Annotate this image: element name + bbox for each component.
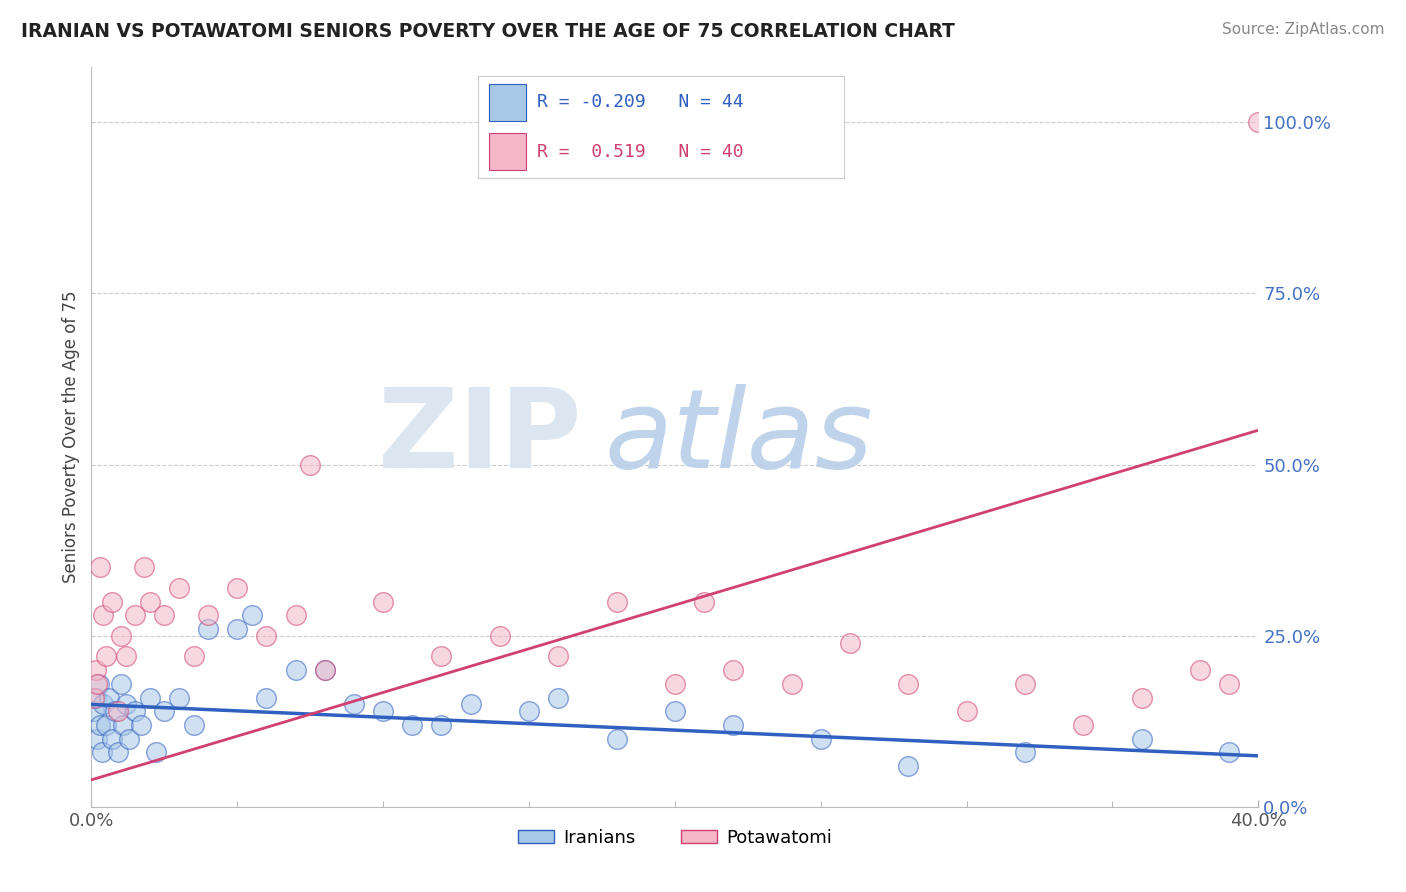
Point [489,629,512,643]
Point [256,690,278,705]
Text: ZIP: ZIP [378,384,582,491]
Y-axis label: Seniors Poverty Over the Age of 75: Seniors Poverty Over the Age of 75 [62,291,80,583]
Point [547,649,569,664]
Point [780,677,803,691]
Point [107,704,129,718]
Point [226,622,249,636]
Bar [489,133,526,170]
Legend: Iranians, Potawatomi: Iranians, Potawatomi [510,822,839,854]
Point [606,594,628,608]
Point [153,608,176,623]
Point [401,718,423,732]
Point [838,636,860,650]
Point [115,649,138,664]
Point [1247,114,1270,128]
Point [1130,690,1153,705]
Text: atlas: atlas [605,384,873,491]
Point [371,594,394,608]
Point [284,663,307,677]
Point [606,731,628,746]
Point [1014,677,1036,691]
Point [129,718,152,732]
Point [94,718,117,732]
Point [84,663,107,677]
Point [91,698,114,712]
Point [153,704,176,718]
Point [197,608,219,623]
Point [110,629,132,643]
Point [90,746,112,760]
Point [124,608,146,623]
Point [87,677,110,691]
Point [664,704,686,718]
Point [101,594,124,608]
Bar [489,84,526,121]
Point [897,677,920,691]
Point [183,718,205,732]
Point [112,718,135,732]
Point [314,663,336,677]
Point [256,629,278,643]
Point [132,560,155,574]
Point [104,704,127,718]
Point [897,759,920,773]
Point [89,718,111,732]
Point [89,560,111,574]
Point [94,649,117,664]
Point [97,690,120,705]
Point [299,458,322,472]
Point [86,677,108,691]
Point [167,581,190,595]
Point [1218,677,1240,691]
Point [547,690,569,705]
Point [226,581,249,595]
Point [723,718,745,732]
Point [284,608,307,623]
Point [810,731,832,746]
Point [107,746,129,760]
Point [138,690,162,705]
Text: R = -0.209   N = 44: R = -0.209 N = 44 [537,94,744,112]
Point [430,718,453,732]
Text: Source: ZipAtlas.com: Source: ZipAtlas.com [1222,22,1385,37]
Point [460,698,482,712]
Point [371,704,394,718]
Point [83,704,105,718]
Point [1189,663,1212,677]
Point [84,690,107,705]
Point [517,704,540,718]
Point [956,704,979,718]
Point [1218,746,1240,760]
Point [197,622,219,636]
Point [86,731,108,746]
Point [314,663,336,677]
Point [124,704,146,718]
Point [110,677,132,691]
Text: R =  0.519   N = 40: R = 0.519 N = 40 [537,143,744,161]
Point [1073,718,1095,732]
Point [138,594,162,608]
Point [101,731,124,746]
Point [664,677,686,691]
Point [240,608,263,623]
Point [723,663,745,677]
Point [83,690,105,705]
Point [167,690,190,705]
Point [1014,746,1036,760]
Point [145,746,167,760]
Point [1130,731,1153,746]
Point [343,698,366,712]
Point [430,649,453,664]
Text: IRANIAN VS POTAWATOMI SENIORS POVERTY OVER THE AGE OF 75 CORRELATION CHART: IRANIAN VS POTAWATOMI SENIORS POVERTY OV… [21,22,955,41]
Point [693,594,716,608]
Point [183,649,205,664]
Point [115,698,138,712]
Point [91,608,114,623]
Point [118,731,141,746]
